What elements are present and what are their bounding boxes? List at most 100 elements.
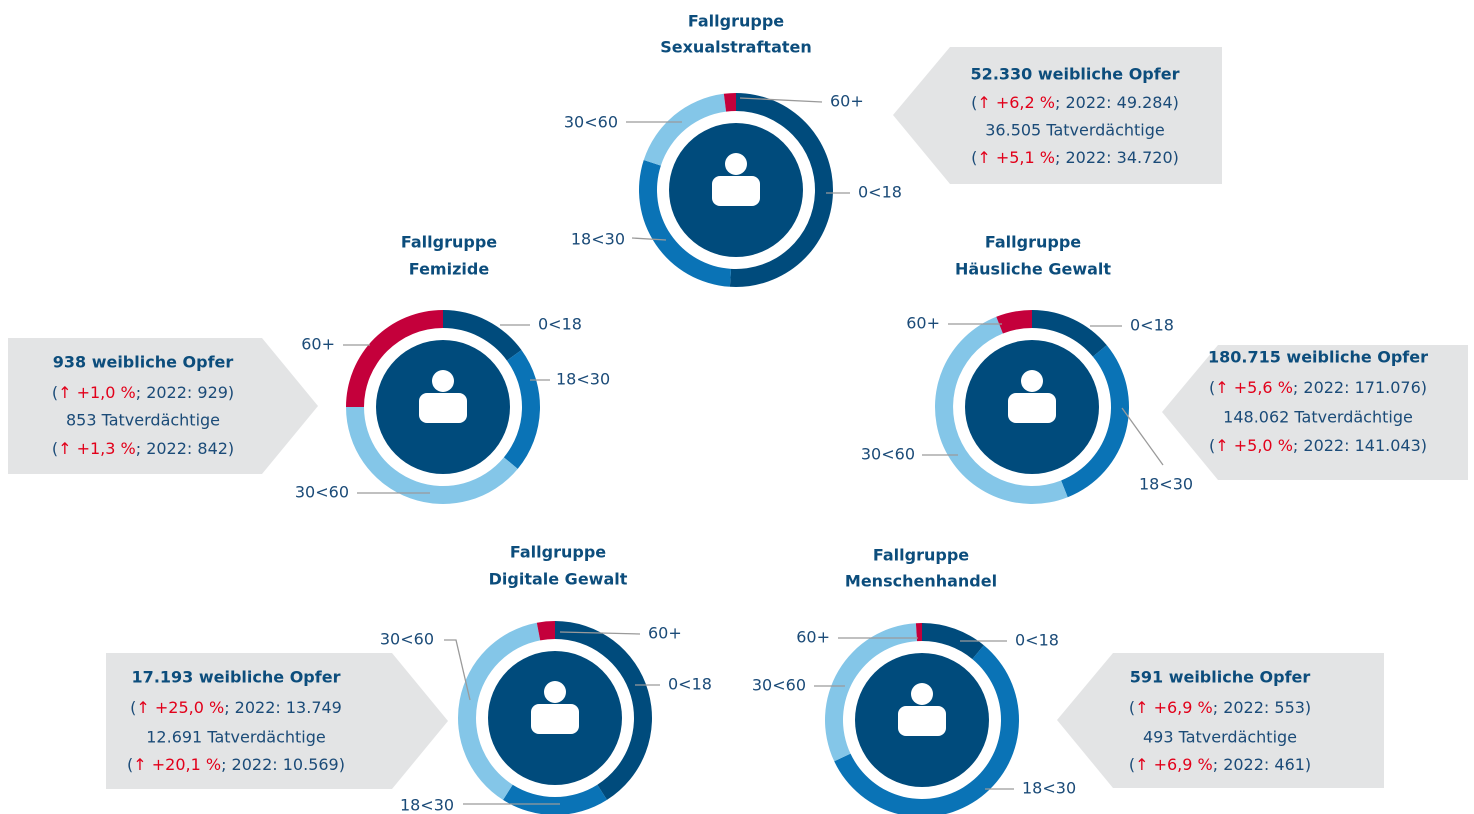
victims_change-part: ( xyxy=(1129,698,1135,717)
chart-title: Fallgruppe xyxy=(985,233,1081,252)
victims: 938 weibliche Opfer xyxy=(53,353,234,372)
donut-segment xyxy=(346,407,518,505)
victims_change-line: (↑ +6,2 %; 2022: 49.284) xyxy=(971,93,1179,112)
suspects_change-part: ; 2022: 461) xyxy=(1213,755,1311,774)
suspects_change-part: ( xyxy=(971,148,977,167)
victims: 52.330 weibliche Opfer xyxy=(971,65,1180,84)
info-box xyxy=(1162,345,1468,480)
donut-segment xyxy=(458,622,541,800)
chart-title: Fallgruppe xyxy=(688,12,784,31)
segment-label: 30<60 xyxy=(861,445,915,464)
donut-chart: 17.193 weibliche Opfer(↑ +25,0 %; 2022: … xyxy=(106,543,712,814)
leader-line xyxy=(631,237,667,241)
donut-segment xyxy=(729,93,834,288)
chart-title: Menschenhandel xyxy=(845,572,997,591)
donut-segment xyxy=(643,93,727,166)
victims_change-line: (↑ +25,0 %; 2022: 13.749 xyxy=(130,698,342,717)
icon-shape xyxy=(1008,393,1056,423)
suspects_change-line: (↑ +1,3 %; 2022: 842) xyxy=(52,439,234,458)
icon-shape xyxy=(432,370,454,392)
segment-label: 60+ xyxy=(906,314,940,333)
segment-label: 0<18 xyxy=(538,315,582,334)
chart-title: Fallgruppe xyxy=(401,233,497,252)
victims_change-part: ↑ +6,2 % xyxy=(977,93,1055,112)
leader-line xyxy=(559,631,641,635)
donut-segment xyxy=(503,784,607,814)
icon xyxy=(1008,370,1056,423)
icon-shape xyxy=(531,704,579,734)
donut-segment xyxy=(915,623,922,642)
icon-shape xyxy=(898,706,946,736)
donut-segment xyxy=(935,316,1068,505)
suspects_change-part: ; 2022: 10.569) xyxy=(221,755,345,774)
segment-label: 30<60 xyxy=(752,676,806,695)
icon-shape xyxy=(911,683,933,705)
donut-segment xyxy=(922,623,984,660)
chart-title: Fallgruppe xyxy=(873,546,969,565)
donut-segment xyxy=(555,621,653,800)
segment-label: 18<30 xyxy=(1139,475,1193,494)
victims: 591 weibliche Opfer xyxy=(1130,668,1311,687)
suspects_change-part: ↑ +6,9 % xyxy=(1135,755,1213,774)
donut-segment xyxy=(1061,345,1129,498)
suspects_change-part: ↑ +20,1 % xyxy=(133,755,221,774)
segment-label: 18<30 xyxy=(556,370,610,389)
suspects_change-part: ; 2022: 34.720) xyxy=(1055,148,1179,167)
chart-title: Häusliche Gewalt xyxy=(955,260,1111,279)
suspects_change-part: ; 2022: 842) xyxy=(136,439,234,458)
segment-label: 0<18 xyxy=(1015,631,1059,650)
donut-segment xyxy=(536,621,555,641)
victims_change-line: (↑ +5,6 %; 2022: 171.076) xyxy=(1209,378,1427,397)
victims_change-part: ↑ +6,9 % xyxy=(1135,698,1213,717)
victims_change-line: (↑ +1,0 %; 2022: 929) xyxy=(52,383,234,402)
icon-shape xyxy=(419,393,467,423)
victims: 180.715 weibliche Opfer xyxy=(1208,348,1428,367)
chart-title: Digitale Gewalt xyxy=(489,570,628,589)
victims_change-part: ↑ +5,6 % xyxy=(1215,378,1293,397)
victims_change-part: ; 2022: 929) xyxy=(136,383,234,402)
victims_change-part: ; 2022: 13.749 xyxy=(224,698,342,717)
victims_change-part: ( xyxy=(1209,378,1215,397)
suspects: 853 Tatverdächtige xyxy=(66,411,220,430)
victims_change-part: ( xyxy=(52,383,58,402)
suspects_change-part: ( xyxy=(1129,755,1135,774)
victims_change-part: ↑ +25,0 % xyxy=(136,698,224,717)
segment-label: 0<18 xyxy=(668,675,712,694)
info-box xyxy=(8,338,318,474)
icon-shape xyxy=(725,153,747,175)
suspects_change-line: (↑ +5,1 %; 2022: 34.720) xyxy=(971,148,1179,167)
suspects: 12.691 Tatverdächtige xyxy=(146,728,326,747)
donut-segment xyxy=(1032,310,1107,357)
segment-label: 30<60 xyxy=(564,113,618,132)
donut-segment xyxy=(346,310,443,407)
segment-label: 0<18 xyxy=(858,183,902,202)
segment-label: 30<60 xyxy=(295,483,349,502)
victims_change-line: (↑ +6,9 %; 2022: 553) xyxy=(1129,698,1311,717)
icon xyxy=(898,683,946,736)
suspects_change-part: ; 2022: 141.043) xyxy=(1293,436,1427,455)
icon-shape xyxy=(712,176,760,206)
suspects_change-line: (↑ +5,0 %; 2022: 141.043) xyxy=(1209,436,1427,455)
chart-title: Femizide xyxy=(409,260,490,279)
segment-label: 18<30 xyxy=(571,230,625,249)
victims_change-part: ( xyxy=(130,698,136,717)
leader-line xyxy=(1121,407,1164,466)
suspects_change-line: (↑ +6,9 %; 2022: 461) xyxy=(1129,755,1311,774)
victims_change-part: ↑ +1,0 % xyxy=(58,383,136,402)
icon-shape xyxy=(1021,370,1043,392)
victims_change-part: ; 2022: 49.284) xyxy=(1055,93,1179,112)
suspects_change-part: ↑ +5,0 % xyxy=(1215,436,1293,455)
segment-label: 60+ xyxy=(301,335,335,354)
chart-title: Fallgruppe xyxy=(510,543,606,562)
info-box xyxy=(1057,653,1384,788)
segment-label: 60+ xyxy=(648,624,682,643)
suspects_change-part: ↑ +1,3 % xyxy=(58,439,136,458)
victims_change-part: ( xyxy=(971,93,977,112)
icon-shape xyxy=(544,681,566,703)
donut-chart: 52.330 weibliche Opfer(↑ +6,2 %; 2022: 4… xyxy=(564,12,1222,288)
suspects: 148.062 Tatverdächtige xyxy=(1223,408,1413,427)
suspects_change-part: ( xyxy=(127,755,133,774)
segment-label: 18<30 xyxy=(1022,779,1076,798)
icon xyxy=(531,681,579,734)
segment-label: 60+ xyxy=(796,628,830,647)
